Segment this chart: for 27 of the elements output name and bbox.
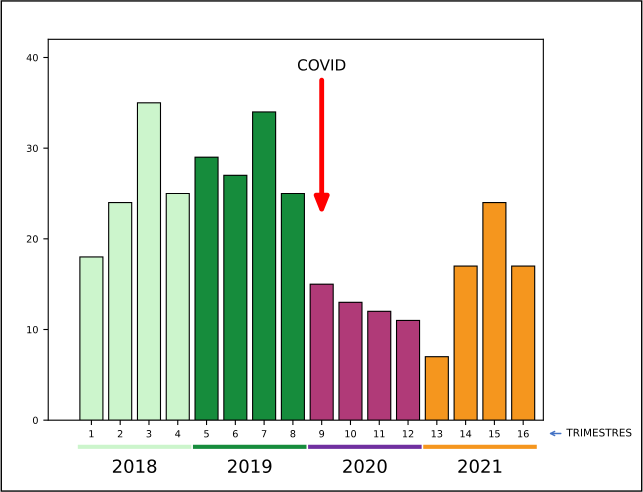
y-tick-label: 0: [32, 416, 38, 424]
y-tick-label: 20: [26, 235, 38, 243]
x-tick-label: 4: [175, 430, 180, 438]
x-tick-label: 9: [319, 430, 324, 438]
x-tick-label: 6: [232, 430, 238, 438]
x-tick-label: 16: [518, 430, 529, 438]
x-tick-label: 8: [290, 430, 296, 438]
annotation: COVID: [298, 59, 346, 71]
x-tick-label: 5: [204, 430, 209, 438]
x-tick-label: 1: [89, 430, 94, 438]
text: 2019: [228, 459, 272, 474]
x-tick-label: 13: [432, 430, 442, 438]
x-tick-label: 11: [374, 430, 385, 438]
y-tick-label: 10: [27, 326, 38, 334]
text: TRIMESTRES: [566, 428, 632, 437]
x-tick-label: 7: [262, 430, 266, 438]
text: 2020: [343, 459, 387, 474]
x-tick-label: 12: [402, 430, 414, 438]
text: 2021: [458, 459, 502, 474]
x-tick-label: 3: [146, 430, 152, 438]
x-tick-label: 10: [345, 430, 356, 438]
x-tick-label: 14: [460, 430, 472, 438]
y-tick-label: 30: [26, 144, 38, 152]
text: 2018: [112, 459, 156, 474]
x-tick-label: 2: [118, 430, 122, 438]
y-tick-label: 40: [26, 54, 38, 62]
x-tick-label: 15: [489, 430, 500, 438]
